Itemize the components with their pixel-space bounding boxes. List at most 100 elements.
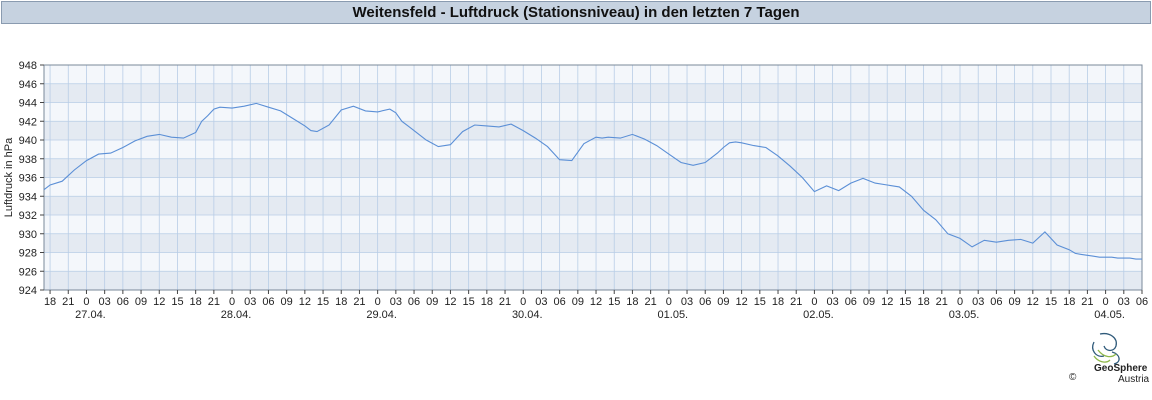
x-axis-ticks: 18 21 0 03 06 09 12 15 18 21 0 03 06 09 12 15 18 21 0 03 06 0… bbox=[44, 290, 1148, 308]
x-tick-label: 15 bbox=[1045, 296, 1057, 308]
x-tick-label: 21 bbox=[790, 296, 802, 308]
x-tick-label: 12 bbox=[299, 296, 311, 308]
x-tick-label: 09 bbox=[572, 296, 584, 308]
pressure-series-line bbox=[43, 102, 1142, 260]
y-tick-label: 930 bbox=[19, 229, 37, 241]
plot-band bbox=[44, 83, 1142, 103]
y-axis-ticks: 924 926 928 930 932 934 936 938 940 942 944 946 948 bbox=[19, 60, 44, 297]
y-tick-label: 948 bbox=[19, 60, 37, 72]
y-tick-label: 928 bbox=[19, 248, 37, 260]
x-tick-label: 0 bbox=[1103, 296, 1109, 308]
y-tick-label: 932 bbox=[19, 210, 37, 222]
chart-title-bar: Weitensfeld - Luftdruck (Stationsniveau)… bbox=[1, 1, 1151, 24]
x-tick-label: 12 bbox=[881, 296, 893, 308]
y-tick-label: 946 bbox=[19, 79, 37, 91]
x-tick-label: 0 bbox=[666, 296, 672, 308]
x-tick-label: 06 bbox=[699, 296, 711, 308]
x-date-label: 02.05. bbox=[803, 309, 834, 321]
x-tick-label: 18 bbox=[335, 296, 347, 308]
x-tick-label: 18 bbox=[626, 296, 638, 308]
x-tick-label: 06 bbox=[408, 296, 420, 308]
x-tick-label: 0 bbox=[957, 296, 963, 308]
x-tick-label: 15 bbox=[171, 296, 183, 308]
x-axis-date-labels: 27.04. 28.04. 29.04. 30.04. 01.05. 02.05. 03.0… bbox=[75, 309, 1125, 321]
x-tick-label: 21 bbox=[1081, 296, 1093, 308]
x-tick-label: 15 bbox=[754, 296, 766, 308]
y-tick-label: 940 bbox=[19, 135, 37, 147]
x-date-label: 27.04. bbox=[75, 309, 106, 321]
x-tick-label: 09 bbox=[135, 296, 147, 308]
y-tick-label: 934 bbox=[19, 191, 37, 203]
x-date-label: 04.05. bbox=[1094, 309, 1125, 321]
y-tick-label: 926 bbox=[19, 266, 37, 278]
x-tick-label: 0 bbox=[520, 296, 526, 308]
y-tick-label: 924 bbox=[19, 285, 37, 297]
x-tick-label: 18 bbox=[481, 296, 493, 308]
x-tick-label: 15 bbox=[608, 296, 620, 308]
x-tick-label: 21 bbox=[208, 296, 220, 308]
x-tick-label: 18 bbox=[917, 296, 929, 308]
x-tick-label: 06 bbox=[990, 296, 1002, 308]
x-tick-label: 09 bbox=[863, 296, 875, 308]
x-date-label: 30.04. bbox=[512, 309, 543, 321]
x-tick-label: 18 bbox=[1063, 296, 1075, 308]
x-tick-label: 12 bbox=[735, 296, 747, 308]
x-tick-label: 03 bbox=[99, 296, 111, 308]
x-tick-label: 06 bbox=[1136, 296, 1148, 308]
x-date-label: 01.05. bbox=[658, 309, 689, 321]
x-tick-label: 06 bbox=[845, 296, 857, 308]
x-tick-label: 15 bbox=[463, 296, 475, 308]
copyright-symbol: © bbox=[1069, 372, 1077, 383]
x-tick-label: 09 bbox=[1008, 296, 1020, 308]
x-tick-label: 12 bbox=[1027, 296, 1039, 308]
y-axis-label: Luftdruck in hPa bbox=[3, 137, 15, 217]
x-tick-label: 18 bbox=[190, 296, 202, 308]
plot-band bbox=[44, 158, 1142, 178]
x-tick-label: 12 bbox=[444, 296, 456, 308]
y-tick-label: 942 bbox=[19, 116, 37, 128]
x-tick-label: 0 bbox=[83, 296, 89, 308]
x-date-label: 28.04. bbox=[221, 309, 252, 321]
x-tick-label: 12 bbox=[590, 296, 602, 308]
x-tick-label: 15 bbox=[899, 296, 911, 308]
chart-title: Weitensfeld - Luftdruck (Stationsniveau)… bbox=[352, 4, 800, 21]
x-tick-label: 03 bbox=[681, 296, 693, 308]
x-tick-label: 12 bbox=[153, 296, 165, 308]
x-tick-label: 03 bbox=[826, 296, 838, 308]
x-date-label: 29.04. bbox=[366, 309, 397, 321]
x-tick-label: 03 bbox=[972, 296, 984, 308]
x-tick-label: 15 bbox=[317, 296, 329, 308]
x-tick-label: 06 bbox=[554, 296, 566, 308]
plot-band bbox=[44, 121, 1142, 140]
x-tick-label: 21 bbox=[353, 296, 365, 308]
x-tick-label: 21 bbox=[645, 296, 657, 308]
geosphere-logo-icon bbox=[1092, 332, 1120, 365]
brand-subtitle: Austria bbox=[1118, 374, 1150, 385]
y-tick-label: 944 bbox=[19, 98, 37, 110]
x-tick-label: 09 bbox=[426, 296, 438, 308]
plot-band bbox=[44, 271, 1142, 290]
x-tick-label: 03 bbox=[244, 296, 256, 308]
plot-band bbox=[44, 196, 1142, 215]
x-tick-label: 18 bbox=[44, 296, 56, 308]
x-tick-label: 06 bbox=[262, 296, 274, 308]
x-tick-label: 0 bbox=[811, 296, 817, 308]
x-tick-label: 09 bbox=[281, 296, 293, 308]
x-tick-label: 03 bbox=[390, 296, 402, 308]
x-tick-label: 09 bbox=[717, 296, 729, 308]
x-tick-label: 0 bbox=[229, 296, 235, 308]
x-tick-label: 06 bbox=[117, 296, 129, 308]
y-tick-label: 936 bbox=[19, 173, 37, 185]
plot-band bbox=[44, 233, 1142, 253]
x-date-label: 03.05. bbox=[949, 309, 980, 321]
x-tick-label: 21 bbox=[62, 296, 74, 308]
x-tick-label: 03 bbox=[1118, 296, 1130, 308]
x-tick-label: 0 bbox=[375, 296, 381, 308]
x-tick-label: 21 bbox=[499, 296, 511, 308]
brand-name: GeoSphere bbox=[1094, 363, 1148, 374]
y-tick-label: 938 bbox=[19, 154, 37, 166]
x-tick-label: 18 bbox=[772, 296, 784, 308]
x-tick-label: 21 bbox=[936, 296, 948, 308]
x-tick-label: 03 bbox=[535, 296, 547, 308]
